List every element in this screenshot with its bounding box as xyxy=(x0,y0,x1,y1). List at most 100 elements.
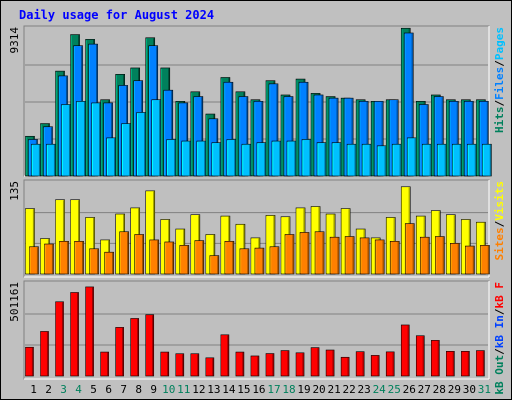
day-18-bars xyxy=(280,216,295,275)
bar-sites xyxy=(239,248,250,275)
day-21-bars xyxy=(325,96,342,177)
day-9-bars xyxy=(145,37,162,177)
day-label: 31 xyxy=(478,383,491,396)
day-label: 28 xyxy=(433,383,446,396)
bar-kbytes xyxy=(175,353,185,377)
day-20-bars xyxy=(310,93,327,177)
day-5-bars xyxy=(85,286,94,377)
legend-entry: Hits xyxy=(493,107,506,134)
bar-pages xyxy=(31,143,41,177)
day-19-bars xyxy=(295,207,310,275)
bar-sites xyxy=(374,239,385,275)
day-21-bars xyxy=(325,349,335,377)
bar-kbytes xyxy=(461,351,470,377)
day-8-bars xyxy=(130,207,145,275)
day-14-bars xyxy=(220,77,237,177)
bar-pages xyxy=(271,140,282,177)
bar-kbytes xyxy=(85,286,94,377)
day-label: 21 xyxy=(327,383,340,396)
day-25-bars xyxy=(385,351,395,377)
bar-kbytes xyxy=(340,356,350,377)
day-17-bars xyxy=(265,215,280,275)
bar-kbytes xyxy=(220,334,230,377)
day-label: 9 xyxy=(150,383,157,396)
day-9-bars xyxy=(145,190,160,275)
day-14-bars xyxy=(220,334,230,377)
day-label: 20 xyxy=(312,383,325,396)
bar-kbytes xyxy=(130,318,140,377)
bar-pages xyxy=(46,143,56,177)
bar-sites xyxy=(329,236,340,275)
day-label: 3 xyxy=(60,383,67,396)
bar-sites xyxy=(450,243,460,275)
bar-sites xyxy=(254,247,265,275)
bar-kbytes xyxy=(265,353,275,377)
bar-pages xyxy=(181,140,192,177)
bar-pages xyxy=(91,102,101,177)
day-11-bars xyxy=(175,228,190,275)
bar-kbytes xyxy=(250,355,260,377)
day-label: 22 xyxy=(343,383,356,396)
bar-sites xyxy=(299,232,310,275)
bar-pages xyxy=(136,112,147,177)
day-19-bars xyxy=(295,352,305,377)
bar-kbytes xyxy=(55,301,64,377)
bar-sites xyxy=(194,240,205,275)
day-23-bars xyxy=(355,351,365,377)
bar-kbytes xyxy=(370,355,380,377)
legend-hits: Hits/Files/Pages xyxy=(493,27,506,133)
legend-entry: kB Out xyxy=(493,355,506,395)
bar-sites xyxy=(419,236,430,275)
bar-kbytes xyxy=(160,351,170,377)
day-27-bars xyxy=(415,101,432,177)
day-label: 17 xyxy=(267,383,280,396)
day-label: 23 xyxy=(358,383,371,396)
bar-kbytes xyxy=(25,346,34,377)
bar-sites xyxy=(29,246,39,275)
day-label: 13 xyxy=(207,383,220,396)
bar-pages xyxy=(61,104,71,177)
legend-entry: Files xyxy=(493,67,506,100)
bar-sites xyxy=(344,236,355,275)
day-10-bars xyxy=(160,219,175,275)
bar-sites xyxy=(404,223,415,275)
day-2-bars xyxy=(40,238,54,275)
bar-sites xyxy=(314,231,325,275)
day-label: 26 xyxy=(403,383,416,396)
bar-kbytes xyxy=(431,340,440,377)
day-12-bars xyxy=(190,214,205,275)
day-28-bars xyxy=(431,210,445,275)
bar-kbytes xyxy=(190,353,200,377)
panel-visits: 135 Sites/Visits xyxy=(8,179,506,278)
bar-kbytes xyxy=(476,350,485,377)
bar-pages xyxy=(437,143,447,177)
bar-sites xyxy=(480,245,490,275)
day-label: 29 xyxy=(448,383,461,396)
bar-pages xyxy=(391,143,402,177)
day-31-bars xyxy=(476,99,492,177)
day-4-bars xyxy=(70,34,86,177)
bar-kbytes xyxy=(400,324,410,377)
bar-kbytes xyxy=(355,351,365,377)
bar-sites xyxy=(269,246,280,275)
day-26-bars xyxy=(400,186,415,275)
y-max-label: 501161 xyxy=(8,282,21,322)
bar-pages xyxy=(211,142,222,177)
day-29-bars xyxy=(446,351,455,377)
day-23-bars xyxy=(355,228,370,275)
bar-pages xyxy=(376,145,387,177)
day-label: 16 xyxy=(252,383,265,396)
day-21-bars xyxy=(325,213,340,275)
day-26-bars xyxy=(400,324,410,377)
day-label: 8 xyxy=(135,383,142,396)
day-label: 2 xyxy=(45,383,52,396)
bar-sites xyxy=(89,248,99,275)
day-11-bars xyxy=(175,353,185,377)
day-6-bars xyxy=(100,351,109,377)
day-label: 15 xyxy=(237,383,250,396)
legend-entry: Sites xyxy=(493,227,506,260)
day-16-bars xyxy=(250,355,260,377)
day-23-bars xyxy=(355,99,372,177)
day-7-bars xyxy=(115,327,124,377)
